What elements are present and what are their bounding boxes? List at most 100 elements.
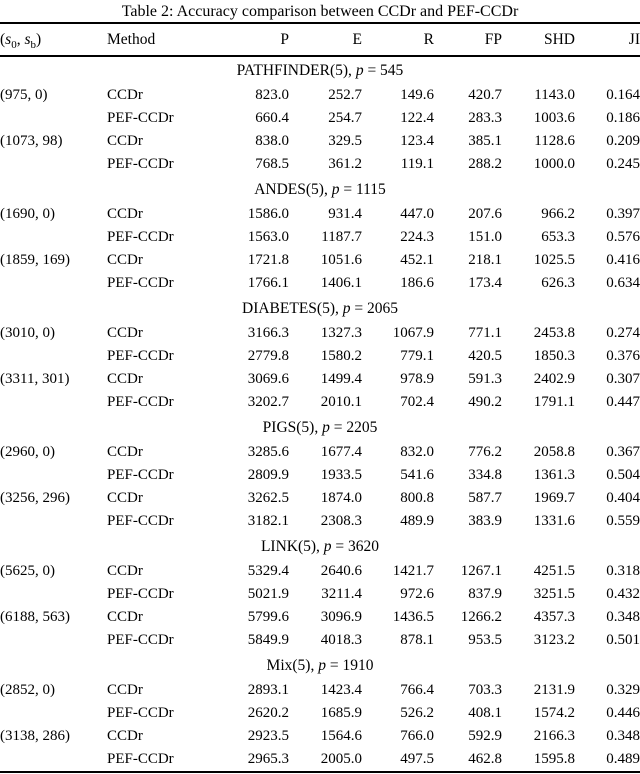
fp-cell: 420.7 — [468, 87, 502, 103]
r-cell: 978.9 — [400, 371, 434, 387]
r-cell: 489.9 — [400, 513, 434, 529]
shd-cell: 1331.6 — [533, 513, 575, 529]
method-cell: CCDr — [107, 371, 143, 387]
e-cell: 1051.6 — [320, 252, 362, 268]
ji-cell: 0.576 — [606, 229, 640, 245]
results-table: (s0, sb) Method P E R FP SHD JI PATHFIND… — [0, 22, 640, 773]
fp-cell: 953.5 — [468, 632, 502, 648]
fp-cell: 837.9 — [468, 586, 502, 602]
data-row: (1859, 169) CCDr 1721.8 1051.6 452.1 218.1 102… — [0, 249, 640, 272]
ji-cell: 0.274 — [606, 325, 640, 341]
s0sb-cell — [0, 629, 107, 652]
s0sb-cell: (3010, 0) — [0, 325, 55, 341]
data-row: (5625, 0) CCDr 5329.4 2640.6 1421.7 1267.1 425… — [0, 560, 640, 583]
r-cell: 119.1 — [400, 156, 434, 172]
e-cell: 4018.3 — [320, 632, 362, 648]
method-cell: PEF-CCDr — [107, 751, 174, 767]
shd-cell: 1128.6 — [534, 133, 575, 149]
method-cell: CCDr — [107, 490, 143, 506]
p-cell: 2809.9 — [247, 467, 289, 483]
shd-cell: 1574.2 — [533, 705, 575, 721]
shd-cell: 1025.5 — [533, 252, 575, 268]
fp-cell: 771.1 — [468, 325, 502, 341]
section-header: PIGS(5), p = 2205 — [262, 418, 378, 436]
ji-cell: 0.489 — [606, 751, 640, 767]
fp-cell: 385.1 — [468, 133, 502, 149]
data-row: (6188, 563) CCDr 5799.6 3096.9 1436.5 1266.2 4… — [0, 606, 640, 629]
col-header-r: R — [423, 30, 434, 48]
ji-cell: 0.559 — [606, 513, 640, 529]
e-cell: 1423.4 — [320, 682, 362, 698]
shd-cell: 1003.6 — [533, 110, 575, 126]
s0sb-cell — [0, 748, 107, 772]
shd-cell: 626.3 — [541, 275, 575, 291]
data-row: PEF-CCDr 5021.9 3211.4 972.6 837.9 3251.5 0.43… — [0, 583, 640, 606]
shd-cell: 1850.3 — [533, 348, 575, 364]
p-cell: 2620.2 — [247, 705, 289, 721]
shd-cell: 2166.3 — [533, 728, 575, 744]
e-cell: 3096.9 — [320, 609, 362, 625]
p-cell: 3182.1 — [247, 513, 289, 529]
p-cell: 2923.5 — [247, 728, 289, 744]
r-cell: 541.6 — [400, 467, 434, 483]
method-cell: CCDr — [107, 728, 143, 744]
data-row: PEF-CCDr 5849.9 4018.3 878.1 953.5 3123.2 0.50… — [0, 629, 640, 652]
method-cell: PEF-CCDr — [107, 467, 174, 483]
e-cell: 1327.3 — [320, 325, 362, 341]
p-cell: 1766.1 — [247, 275, 289, 291]
p-cell: 1721.8 — [247, 252, 289, 268]
data-row: (3256, 296) CCDr 3262.5 1874.0 800.8 587.7 196… — [0, 487, 640, 510]
fp-cell: 776.2 — [468, 444, 502, 460]
e-cell: 361.2 — [328, 156, 362, 172]
r-cell: 452.1 — [400, 252, 434, 268]
r-cell: 1067.9 — [392, 325, 434, 341]
e-cell: 1580.2 — [320, 348, 362, 364]
e-cell: 1685.9 — [320, 705, 362, 721]
section-header-row: Mix(5), p = 1910 — [0, 652, 640, 679]
ji-cell: 0.318 — [606, 563, 640, 579]
section-header-row: PIGS(5), p = 2205 — [0, 414, 640, 441]
section-header-row: LINK(5), p = 3620 — [0, 533, 640, 560]
r-cell: 224.3 — [400, 229, 434, 245]
e-cell: 2010.1 — [320, 394, 362, 410]
ji-cell: 0.397 — [606, 206, 640, 222]
method-cell: CCDr — [107, 252, 143, 268]
r-cell: 832.0 — [400, 444, 434, 460]
r-cell: 878.1 — [400, 632, 434, 648]
p-cell: 5021.9 — [247, 586, 289, 602]
method-cell: PEF-CCDr — [107, 348, 174, 364]
data-row: (3138, 286) CCDr 2923.5 1564.6 766.0 592.9 216… — [0, 725, 640, 748]
shd-cell: 3123.2 — [533, 632, 575, 648]
ji-cell: 0.245 — [606, 156, 640, 172]
s0sb-cell — [0, 272, 107, 295]
shd-cell: 2058.8 — [533, 444, 575, 460]
e-cell: 3211.4 — [321, 586, 362, 602]
data-row: (2960, 0) CCDr 3285.6 1677.4 832.0 776.2 2058.… — [0, 441, 640, 464]
col-header-ji: JI — [628, 30, 640, 48]
r-cell: 702.4 — [400, 394, 434, 410]
data-row: PEF-CCDr 2965.3 2005.0 497.5 462.8 1595.8 0.48… — [0, 748, 640, 772]
method-cell: PEF-CCDr — [107, 156, 174, 172]
p-cell: 823.0 — [255, 87, 289, 103]
p-cell: 768.5 — [255, 156, 289, 172]
method-cell: PEF-CCDr — [107, 513, 174, 529]
ji-cell: 0.432 — [606, 586, 640, 602]
s0sb-cell — [0, 226, 107, 249]
p-cell: 838.0 — [255, 133, 289, 149]
method-cell: CCDr — [107, 563, 143, 579]
s0sb-cell: (975, 0) — [0, 87, 48, 103]
e-cell: 1406.1 — [320, 275, 362, 291]
fp-cell: 288.2 — [468, 156, 502, 172]
p-cell: 660.4 — [255, 110, 289, 126]
section-header: LINK(5), p = 3620 — [260, 537, 380, 555]
data-row: (1690, 0) CCDr 1586.0 931.4 447.0 207.6 966.2 0… — [0, 203, 640, 226]
method-cell: PEF-CCDr — [107, 632, 174, 648]
s0sb-cell — [0, 702, 107, 725]
shd-cell: 653.3 — [541, 229, 575, 245]
s0sb-cell — [0, 345, 107, 368]
fp-cell: 490.2 — [468, 394, 502, 410]
method-cell: PEF-CCDr — [107, 586, 174, 602]
p-cell: 5799.6 — [247, 609, 289, 625]
shd-cell: 2131.9 — [533, 682, 575, 698]
